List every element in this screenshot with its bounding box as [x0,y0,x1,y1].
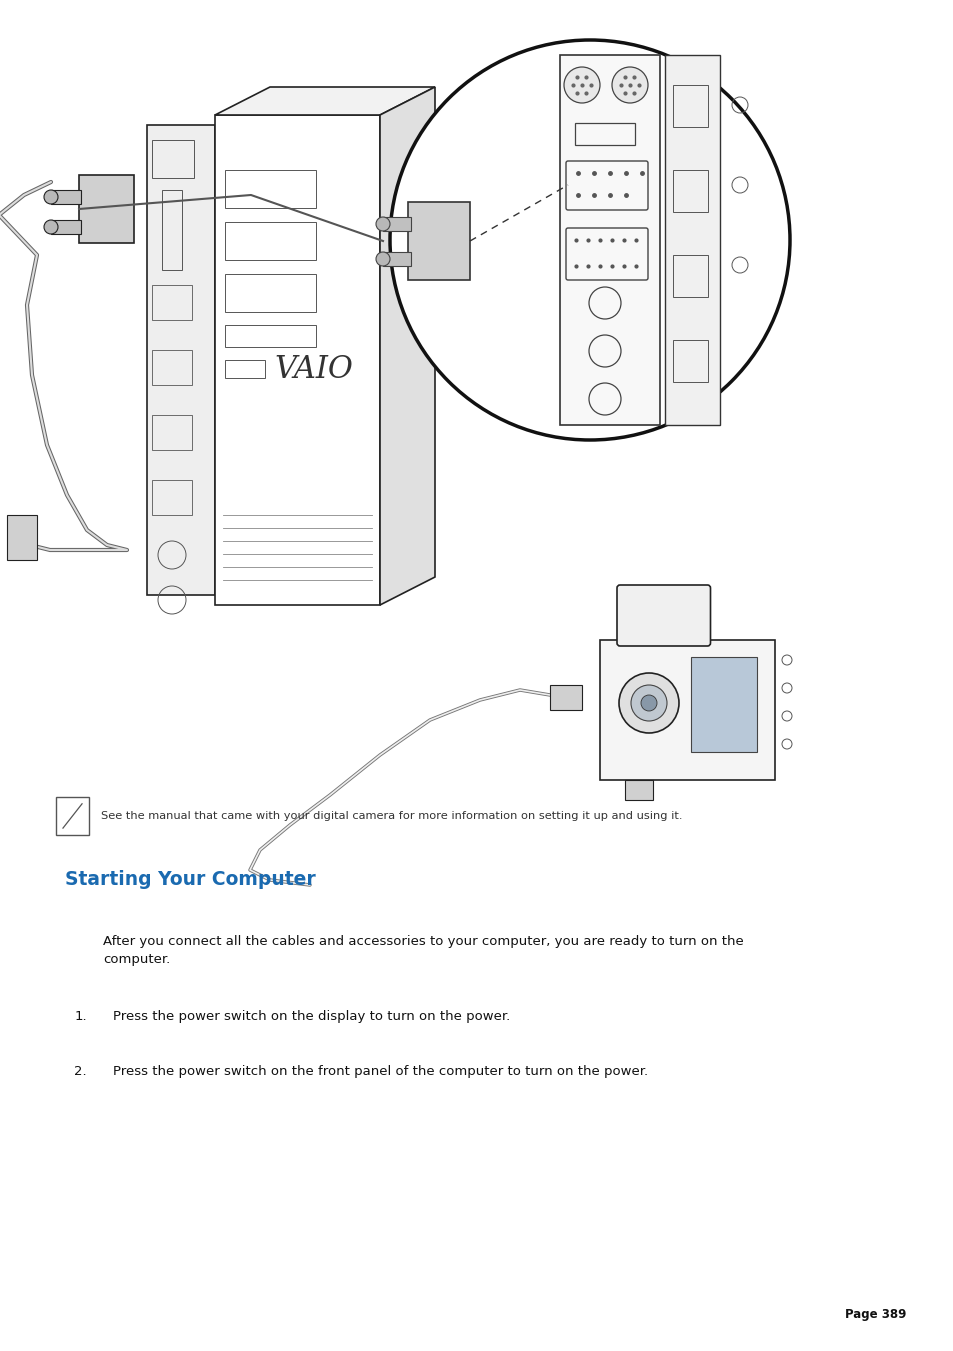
Circle shape [563,68,599,103]
Bar [225,274,315,312]
Text: Page 389: Page 389 [844,1308,905,1321]
Bar [225,359,265,378]
Bar [664,55,720,426]
Circle shape [612,68,647,103]
Circle shape [640,694,657,711]
Text: 2.: 2. [74,1065,87,1078]
Bar [690,657,757,753]
Bar [559,55,659,426]
Bar [162,190,182,270]
Bar [672,340,707,382]
Text: 1.: 1. [74,1011,87,1023]
Bar [79,176,133,243]
Bar [672,255,707,297]
Bar [152,415,192,450]
Bar [550,685,581,711]
Circle shape [44,220,58,234]
Polygon shape [214,86,435,115]
Bar [624,780,652,800]
Bar [382,253,411,266]
Bar [225,222,315,259]
Circle shape [44,190,58,204]
Text: VAIO: VAIO [274,354,353,385]
Circle shape [390,41,789,440]
Bar [152,480,192,515]
Text: Starting Your Computer: Starting Your Computer [65,870,315,889]
Text: After you connect all the cables and accessories to your computer, you are ready: After you connect all the cables and acc… [103,935,743,966]
FancyBboxPatch shape [617,585,710,646]
Bar [152,141,193,178]
Bar [599,640,774,780]
Circle shape [375,253,390,266]
Text: Press the power switch on the display to turn on the power.: Press the power switch on the display to… [112,1011,509,1023]
Bar [152,350,192,385]
Circle shape [375,218,390,231]
Polygon shape [379,86,435,605]
Bar [51,220,81,234]
Circle shape [630,685,666,721]
Bar [214,115,379,605]
Bar [152,285,192,320]
Text: See the manual that came with your digital camera for more information on settin: See the manual that came with your digit… [101,811,682,821]
Text: Press the power switch on the front panel of the computer to turn on the power.: Press the power switch on the front pane… [112,1065,647,1078]
Circle shape [618,673,679,734]
Polygon shape [147,126,214,594]
Bar [382,218,411,231]
Bar [51,190,81,204]
Bar [672,170,707,212]
Bar [7,515,37,561]
Bar [575,123,635,145]
Bar [225,326,315,347]
Bar [408,203,470,280]
Bar [225,170,315,208]
Bar [672,85,707,127]
